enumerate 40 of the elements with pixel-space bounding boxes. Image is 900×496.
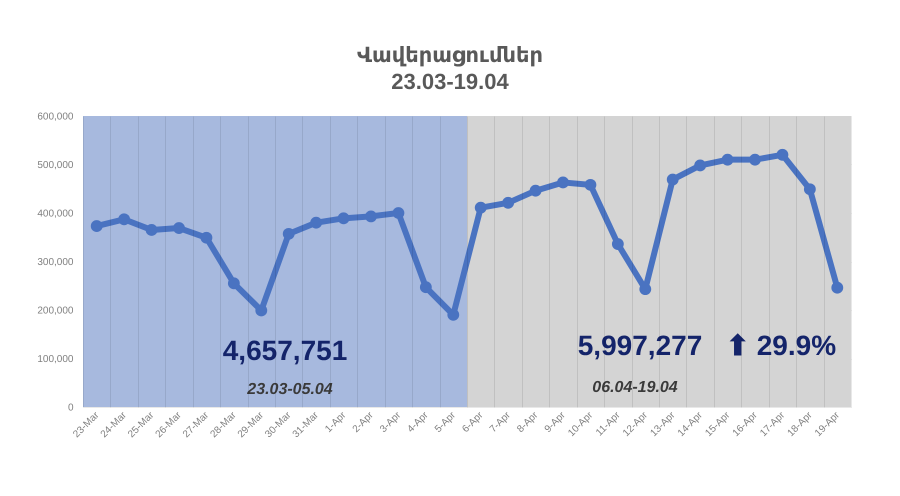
point [420,281,432,294]
point [255,304,268,316]
chart-title: Վավերացումներ [357,43,543,67]
point [530,184,542,197]
annotation: 06.04-19.04 [592,379,678,396]
point [310,216,322,229]
point [776,148,788,161]
point [200,232,212,244]
point [831,282,844,294]
point [474,202,487,214]
chart-subtitle: 23.03-19.04 [391,69,510,94]
point [146,224,158,236]
point [90,220,103,232]
point [722,154,734,166]
point [612,238,624,250]
annotation: 23.03-05.04 [246,381,333,398]
annotation: ⬆ 29.9% [726,330,836,361]
point [392,207,404,219]
point [557,176,569,188]
y-tick-label: 400,000 [37,208,74,220]
point [666,174,679,186]
point [228,277,240,290]
point [338,212,350,224]
y-tick-label: 300,000 [37,257,74,268]
point [173,222,185,234]
point [282,228,295,240]
annotation: 4,657,751 [222,335,348,366]
y-tick-label: 100,000 [37,354,74,365]
y-tick-label: 500,000 [37,160,74,171]
point [584,178,596,191]
point [502,196,514,209]
point [694,160,706,172]
point [118,213,130,226]
y-tick-label: 200,000 [37,306,74,316]
point [804,183,816,196]
y-tick-label: 0 [68,402,74,414]
annotation: 5,997,277 [578,330,702,361]
point [365,210,377,222]
point [749,154,761,166]
y-tick-label: 600,000 [37,112,74,122]
